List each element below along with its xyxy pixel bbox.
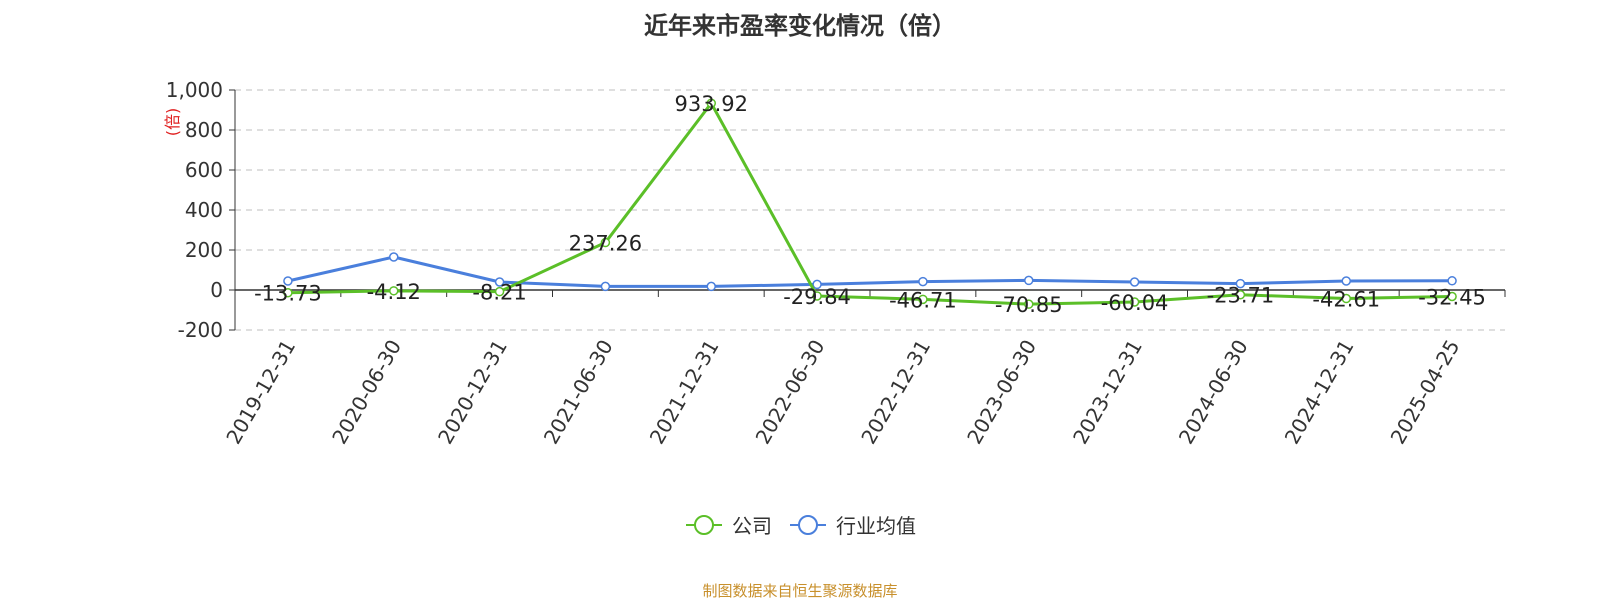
y-tick-label: 0 bbox=[210, 278, 223, 302]
data-label: -46.71 bbox=[889, 288, 957, 312]
data-point-company bbox=[1129, 297, 1140, 307]
x-tick-label: 2020-06-30 bbox=[327, 336, 406, 449]
chart-title: 近年来市盈率变化情况（倍） bbox=[644, 12, 956, 40]
series-line-company bbox=[287, 101, 1453, 306]
data-point-company bbox=[283, 287, 293, 298]
data-label: 237.26 bbox=[569, 232, 642, 256]
data-label: -70.85 bbox=[995, 293, 1063, 317]
y-tick-label: 1,000 bbox=[166, 78, 223, 102]
y-tick-label: 800 bbox=[185, 118, 223, 142]
data-source: 制图数据来自恒生聚源数据库 bbox=[702, 582, 898, 600]
data-point-company bbox=[1235, 289, 1246, 300]
data-point-industry bbox=[706, 281, 716, 292]
data-point-company bbox=[1024, 299, 1034, 309]
data-point-industry bbox=[494, 277, 505, 287]
legend-label-industry: 行业均值 bbox=[836, 514, 916, 538]
x-tick-label: 2022-12-31 bbox=[856, 336, 935, 449]
x-tick-label: 2021-06-30 bbox=[539, 336, 618, 449]
data-point-industry bbox=[1235, 278, 1246, 289]
line-chart: -200 0 200 400 600 800 1,000 (倍) 2019-12-31 2020-… bbox=[163, 78, 1506, 449]
data-point-company bbox=[1341, 293, 1351, 304]
data-label: -42.61 bbox=[1312, 288, 1380, 312]
y-tick-label: 400 bbox=[185, 198, 223, 222]
data-label: -60.04 bbox=[1101, 291, 1169, 315]
legend-label-company: 公司 bbox=[732, 514, 772, 538]
x-tick-label: 2021-12-31 bbox=[645, 336, 724, 449]
data-label: -32.45 bbox=[1418, 285, 1486, 309]
legend-item-company[interactable]: 公司 bbox=[684, 510, 772, 539]
x-tick-label: 2020-12-31 bbox=[433, 336, 512, 449]
y-tick-label: 600 bbox=[185, 158, 223, 182]
x-tick-label: 2019-12-31 bbox=[221, 336, 300, 449]
legend: 公司 行业均值 bbox=[0, 510, 1600, 539]
data-label: 933.92 bbox=[675, 92, 748, 116]
data-point-company bbox=[918, 294, 928, 305]
data-point-industry bbox=[1129, 277, 1140, 287]
x-tick-label: 2024-06-30 bbox=[1174, 336, 1253, 449]
x-tick-label: 2023-06-30 bbox=[962, 336, 1041, 449]
y-axis-unit-label: (倍) bbox=[163, 108, 182, 137]
data-label: -8.21 bbox=[472, 281, 526, 305]
data-point-industry bbox=[389, 252, 399, 262]
series-line-industry bbox=[287, 255, 1453, 288]
data-label: -13.73 bbox=[254, 282, 322, 306]
x-tick-label: 2022-06-30 bbox=[751, 336, 830, 449]
data-point-industry bbox=[1024, 275, 1034, 286]
data-point-company bbox=[494, 286, 505, 297]
data-point-company bbox=[1447, 291, 1457, 302]
legend-marker-company bbox=[686, 514, 722, 535]
data-point-industry bbox=[918, 276, 928, 287]
legend-item-industry[interactable]: 行业均值 bbox=[788, 510, 916, 539]
data-label: -4.12 bbox=[367, 280, 421, 304]
data-point-industry bbox=[1447, 276, 1457, 286]
data-label: -29.84 bbox=[783, 285, 851, 309]
data-label: -23.71 bbox=[1207, 284, 1275, 308]
data-point-industry bbox=[600, 281, 611, 292]
x-tick-label: 2023-12-31 bbox=[1068, 336, 1147, 449]
data-point-industry bbox=[812, 279, 822, 290]
data-point-company bbox=[600, 237, 611, 248]
y-tick-label: 200 bbox=[185, 238, 223, 262]
data-point-company bbox=[389, 286, 399, 296]
data-point-company bbox=[812, 291, 822, 301]
y-tick-label: -200 bbox=[178, 318, 223, 342]
data-point-industry bbox=[1341, 276, 1351, 286]
x-tick-label: 2025-04-25 bbox=[1386, 336, 1465, 449]
data-point-company bbox=[706, 98, 716, 108]
legend-marker-industry bbox=[790, 514, 826, 535]
data-point-industry bbox=[283, 276, 293, 286]
x-tick-label: 2024-12-31 bbox=[1280, 336, 1359, 449]
